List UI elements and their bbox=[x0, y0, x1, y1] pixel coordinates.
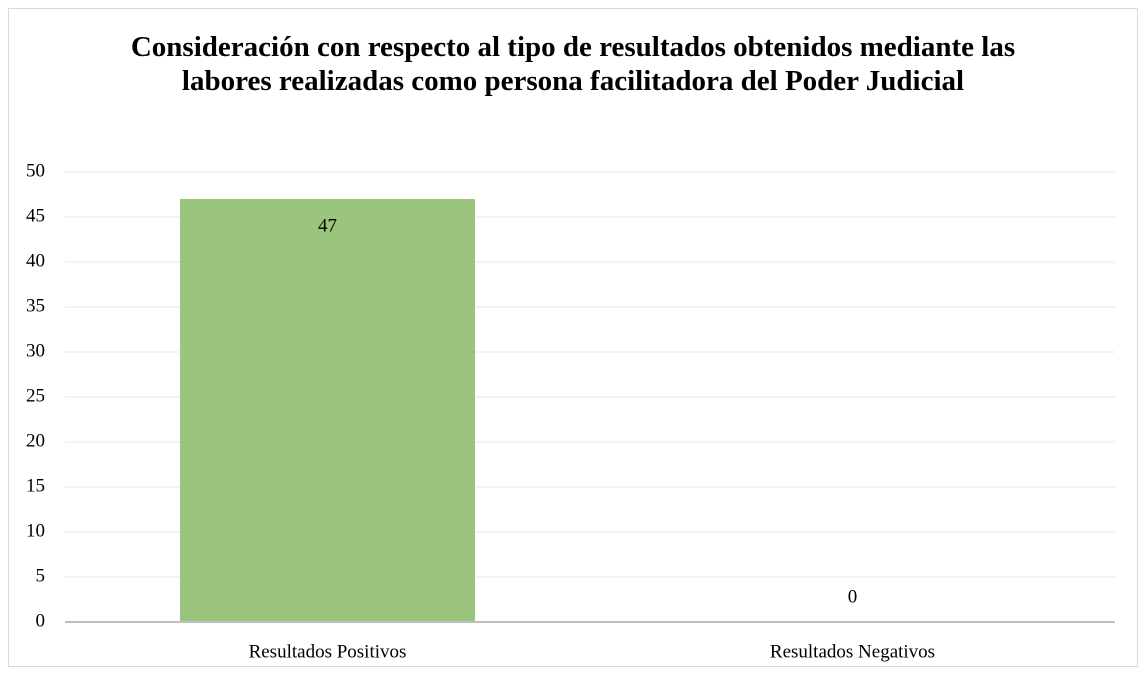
y-tick-label: 25 bbox=[26, 385, 45, 406]
bar bbox=[179, 199, 476, 622]
data-label: 0 bbox=[848, 586, 858, 607]
y-tick-label: 15 bbox=[26, 475, 45, 496]
x-tick-label: Resultados Negativos bbox=[770, 641, 935, 662]
y-tick-label: 40 bbox=[26, 250, 45, 271]
chart-title: Consideración con respecto al tipo de re… bbox=[130, 31, 1016, 97]
y-tick-label: 0 bbox=[36, 610, 46, 631]
y-tick-label: 10 bbox=[26, 520, 45, 541]
y-tick-label: 5 bbox=[36, 565, 46, 586]
x-tick-label: Resultados Positivos bbox=[249, 641, 407, 662]
y-tick-label: 35 bbox=[26, 295, 45, 316]
y-tick-label: 30 bbox=[26, 340, 45, 361]
chart-frame bbox=[8, 8, 1138, 667]
data-label: 47 bbox=[318, 215, 337, 236]
y-tick-label: 20 bbox=[26, 430, 45, 451]
y-tick-label: 50 bbox=[26, 160, 45, 181]
y-tick-label: 45 bbox=[26, 205, 45, 226]
